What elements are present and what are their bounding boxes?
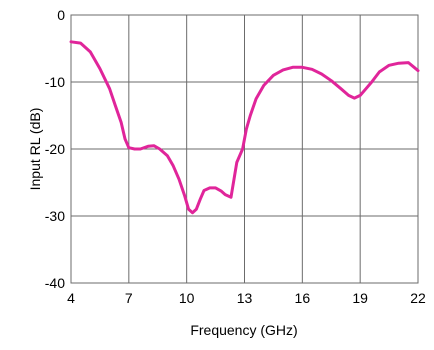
x-tick-label: 16 (295, 290, 311, 306)
tick-labels: 4 7 10 13 16 19 22 0 -10 -20 -30 -40 (45, 7, 426, 306)
series-line (69, 40, 420, 215)
x-axis-label: Frequency (GHz) (190, 322, 297, 338)
x-tick-label: 19 (352, 290, 368, 306)
x-tick-label: 4 (67, 290, 75, 306)
y-tick-label: -20 (45, 141, 65, 157)
y-tick-label: -30 (45, 208, 65, 224)
x-tick-label: 7 (125, 290, 133, 306)
y-tick-label: 0 (57, 7, 65, 23)
y-tick-label: -10 (45, 74, 65, 90)
x-tick-label: 13 (237, 290, 253, 306)
grid (71, 15, 418, 283)
y-axis-label: Input RL (dB) (27, 108, 43, 191)
series-layer (69, 40, 420, 215)
x-tick-label: 10 (179, 290, 195, 306)
x-tick-label: 22 (410, 290, 426, 306)
y-tick-label: -40 (45, 275, 65, 291)
